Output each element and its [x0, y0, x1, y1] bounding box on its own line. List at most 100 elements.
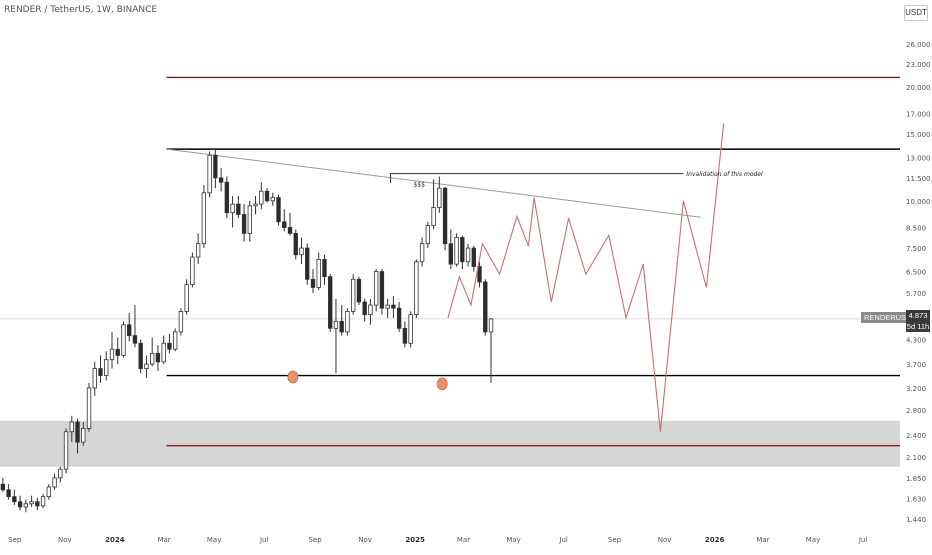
- price-tick-label: 17.000: [906, 111, 931, 119]
- time-tick-label: 2025: [405, 536, 425, 544]
- candle-body: [132, 335, 138, 344]
- candle: [132, 305, 138, 348]
- candle: [167, 333, 172, 354]
- candle-body: [328, 276, 333, 329]
- candle-body: [207, 154, 212, 194]
- candle: [241, 204, 247, 242]
- candle-body: [218, 177, 224, 183]
- candle: [52, 473, 57, 490]
- candle-body: [356, 278, 362, 303]
- candle: [92, 361, 97, 396]
- candle: [414, 259, 419, 318]
- candle-body: [190, 256, 195, 286]
- candle: [333, 298, 339, 374]
- markers-layer: [287, 370, 448, 391]
- time-axis[interactable]: Sep Nov 2024 Mar May Jul Sep Nov 2025 Mar May Jul Se…: [8, 536, 867, 544]
- candle: [299, 237, 304, 265]
- candle: [195, 233, 201, 265]
- price-tick-label: 3.200: [906, 385, 926, 393]
- candle-body: [276, 197, 281, 223]
- candle: [310, 269, 316, 294]
- price-tick-label: 2.800: [906, 407, 926, 415]
- candle: [236, 195, 241, 219]
- candle-body: [373, 271, 379, 306]
- candles-layer: [0, 149, 494, 513]
- candle: [339, 305, 344, 336]
- time-tick-label: Mar: [157, 536, 170, 544]
- price-tick-label: 7.500: [906, 245, 926, 253]
- candle-body: [379, 271, 385, 309]
- candle: [385, 298, 390, 318]
- currency-button[interactable]: USDT: [904, 5, 928, 21]
- candle-body: [178, 310, 184, 333]
- price-tick-label: 3.700: [906, 361, 926, 369]
- candle-body: [448, 243, 454, 265]
- liquidity-label: $$$: [413, 182, 425, 189]
- candle: [86, 382, 92, 432]
- chart-title: RENDER / TetherUS, 1W, BINANCE: [4, 5, 158, 15]
- candle: [0, 477, 6, 492]
- candle-body: [362, 301, 367, 316]
- candle-body: [282, 221, 287, 228]
- candle: [207, 151, 212, 198]
- time-tick-label: Jul: [259, 536, 269, 544]
- invalidation-level: [390, 173, 684, 183]
- price-axis[interactable]: 26.000 23.000 20.000 17.000 15.000 13.000 11.5…: [906, 41, 931, 524]
- candle-body: [104, 359, 109, 376]
- candle: [138, 339, 143, 374]
- candle-body: [58, 468, 63, 479]
- candle-body: [230, 203, 235, 214]
- candle-body: [63, 431, 69, 470]
- candle-body: [17, 501, 23, 508]
- candle: [46, 484, 51, 500]
- price-tick-label: 10.000: [906, 198, 931, 206]
- candle: [247, 200, 252, 242]
- candle-body: [236, 203, 241, 215]
- candle-body: [287, 227, 293, 234]
- candle-body: [247, 205, 252, 234]
- candle: [351, 274, 356, 315]
- candle-body: [299, 247, 304, 256]
- candle-body: [52, 477, 57, 488]
- candle-body: [385, 304, 390, 309]
- candle: [12, 489, 17, 505]
- bar-countdown: 5d 11h: [906, 322, 930, 331]
- price-tick-label: 1.440: [906, 516, 926, 524]
- candle: [379, 269, 385, 315]
- price-tick-label: 11.500: [906, 175, 931, 183]
- candle: [63, 428, 69, 474]
- liquidity-sweep-marker: [287, 370, 299, 384]
- candle: [425, 221, 431, 249]
- candle-body: [184, 284, 189, 312]
- candle: [81, 421, 86, 446]
- candle: [40, 493, 46, 508]
- price-tick-label: 1.630: [906, 496, 926, 504]
- candle-body: [115, 348, 120, 356]
- candle: [23, 499, 29, 513]
- candle: [465, 243, 471, 267]
- price-tick-label: 2.100: [906, 454, 926, 462]
- candle-body: [195, 243, 201, 258]
- candle-body: [431, 207, 436, 226]
- candle: [419, 237, 425, 267]
- candle-body: [138, 342, 143, 369]
- candle: [224, 176, 230, 219]
- demand-zone-layer: [0, 420, 900, 467]
- candle-body: [213, 154, 218, 179]
- price-tick-label: 8.500: [906, 225, 926, 233]
- candle: [109, 331, 115, 369]
- time-tick-label: 2024: [105, 536, 125, 544]
- candle-body: [172, 331, 178, 350]
- candle: [184, 279, 189, 315]
- candle-body: [98, 368, 103, 376]
- time-tick-label: Nov: [58, 536, 72, 544]
- candle: [35, 497, 40, 511]
- candle: [328, 274, 333, 332]
- price-tick-label: 23.000: [906, 61, 931, 69]
- candle-body: [253, 203, 258, 207]
- candle: [75, 418, 80, 454]
- candle: [276, 194, 281, 226]
